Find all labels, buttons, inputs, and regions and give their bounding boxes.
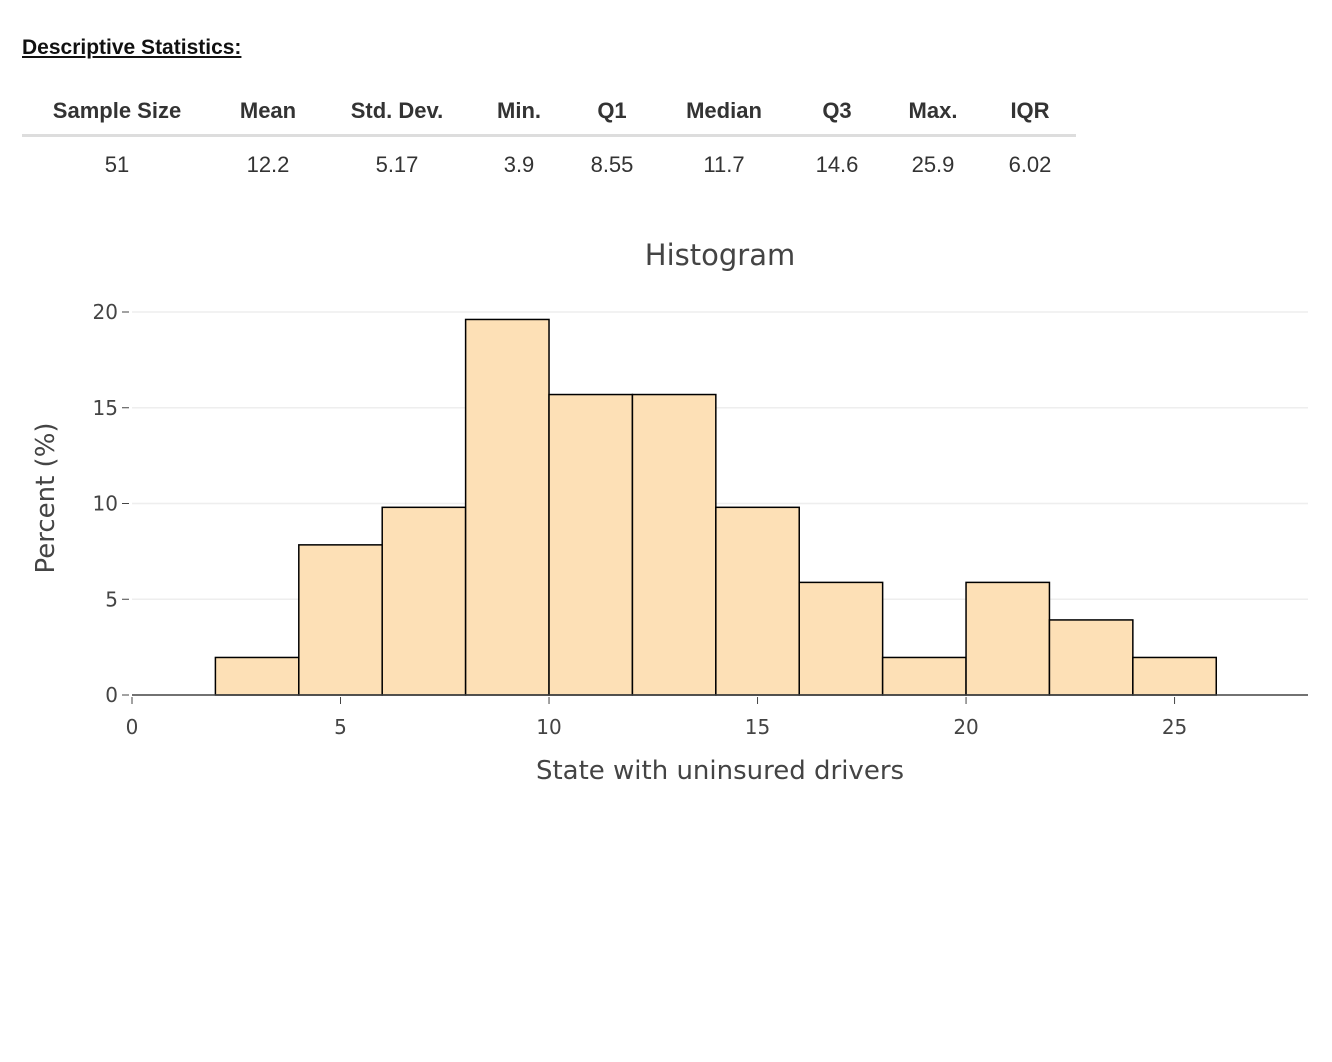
column-header: IQR bbox=[984, 88, 1076, 137]
column-header: Mean bbox=[212, 88, 324, 137]
x-tick-label: 0 bbox=[126, 715, 139, 739]
x-tick-label: 25 bbox=[1162, 715, 1187, 739]
stat-value: 14.6 bbox=[815, 152, 859, 177]
stat-value: 12.2 bbox=[246, 152, 290, 177]
column-header: Min. bbox=[470, 88, 568, 137]
y-axis-label: Percent (%) bbox=[31, 422, 61, 573]
histogram-bar bbox=[965, 581, 1051, 696]
chart-title: Histogram bbox=[645, 238, 795, 272]
stats-title: Descriptive Statistics: bbox=[22, 36, 242, 59]
x-tick-label: 15 bbox=[745, 715, 770, 739]
x-axis-label: State with uninsured drivers bbox=[536, 756, 904, 786]
stat-value: 51 bbox=[104, 152, 130, 177]
histogram-bar bbox=[881, 656, 967, 696]
stat-value: 3.9 bbox=[503, 152, 535, 177]
histogram-bar bbox=[1048, 619, 1134, 696]
y-tick-label: 20 bbox=[93, 300, 118, 324]
column-header: Sample Size bbox=[22, 88, 212, 137]
column-header: Median bbox=[656, 88, 792, 137]
y-tick-label: 0 bbox=[105, 683, 118, 707]
histogram-bar bbox=[631, 393, 717, 696]
histogram-bar bbox=[548, 393, 634, 696]
x-tick-label: 10 bbox=[536, 715, 561, 739]
histogram-bar bbox=[464, 318, 550, 696]
stats-table: Sample Size Mean Std. Dev. Min. Q1 Median Q3 Ma… bbox=[22, 88, 1076, 193]
column-header: Q3 bbox=[792, 88, 882, 137]
histogram-bar bbox=[381, 506, 467, 696]
stat-value: 25.9 bbox=[911, 152, 955, 177]
x-tick-label: 20 bbox=[953, 715, 978, 739]
y-tick-label: 5 bbox=[105, 587, 118, 611]
histogram-bar bbox=[1132, 656, 1218, 696]
stat-value: 11.7 bbox=[703, 152, 745, 177]
histogram-bar bbox=[298, 544, 383, 696]
stat-value: 8.55 bbox=[590, 152, 634, 177]
stat-value: 6.02 bbox=[1008, 152, 1052, 177]
histogram-bar bbox=[715, 506, 800, 696]
column-header: Std. Dev. bbox=[324, 88, 470, 137]
histogram-bar bbox=[798, 581, 884, 696]
stat-value: 5.17 bbox=[375, 152, 419, 177]
y-tick-label: 15 bbox=[93, 396, 118, 420]
column-header: Max. bbox=[882, 88, 984, 137]
y-tick-label: 10 bbox=[93, 492, 118, 516]
histogram-bar bbox=[214, 656, 300, 696]
x-tick-label: 5 bbox=[334, 715, 347, 739]
column-header: Q1 bbox=[568, 88, 656, 137]
